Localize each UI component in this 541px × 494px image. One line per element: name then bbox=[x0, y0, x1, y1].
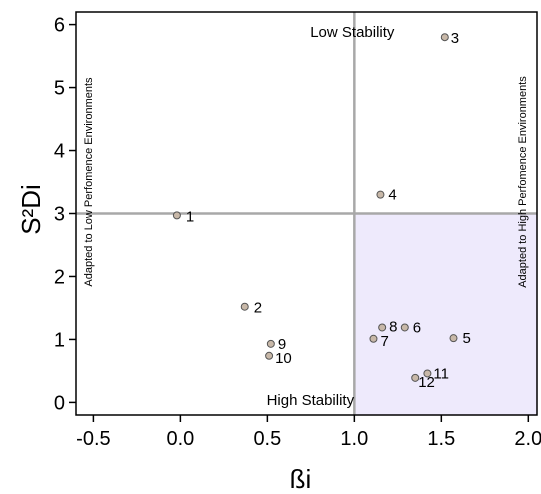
y-tick-label: 5 bbox=[54, 78, 65, 100]
annotation-high-performance: Adapted to High Perfomence Environments bbox=[517, 76, 529, 288]
y-tick-label: 6 bbox=[54, 15, 65, 37]
annotations: Low Stability High Stability Adapted to … bbox=[83, 24, 529, 409]
data-point-label-5: 5 bbox=[462, 330, 470, 347]
data-point-label-2: 2 bbox=[254, 300, 262, 317]
data-point-label-12: 12 bbox=[418, 374, 435, 391]
y-tick-label: 4 bbox=[54, 141, 65, 163]
data-point-4 bbox=[376, 190, 385, 199]
data-point-label-4: 4 bbox=[388, 187, 396, 204]
data-point-8 bbox=[378, 323, 387, 332]
x-tick-label: 2.0 bbox=[514, 428, 541, 450]
data-point-7 bbox=[369, 334, 378, 343]
x-tick-label: 0.0 bbox=[166, 428, 194, 450]
data-point-6 bbox=[400, 323, 409, 332]
data-point-label-10: 10 bbox=[275, 350, 292, 367]
annotation-high-stability: High Stability bbox=[267, 392, 355, 409]
data-point-label-9: 9 bbox=[278, 336, 286, 353]
annotation-low-performance: Adapted to Low Perfomence Environments bbox=[83, 77, 95, 287]
y-tick-label: 3 bbox=[54, 204, 65, 226]
y-axis: 0 1 2 3 4 5 6 bbox=[54, 15, 76, 414]
data-point-label-8: 8 bbox=[389, 318, 397, 335]
x-tick-label: 1.5 bbox=[427, 428, 455, 450]
data-point-label-1: 1 bbox=[186, 208, 194, 225]
data-point-3 bbox=[440, 33, 449, 42]
y-tick-label: 0 bbox=[54, 392, 65, 414]
data-point-5 bbox=[449, 334, 458, 343]
data-point-label-7: 7 bbox=[380, 333, 388, 350]
data-point-10 bbox=[265, 351, 274, 360]
y-axis-title: S²Di bbox=[16, 184, 46, 235]
data-point-label-11: 11 bbox=[433, 365, 449, 382]
x-tick-label: 1.0 bbox=[340, 428, 368, 450]
x-axis: -0.5 0.0 0.5 1.0 1.5 2.0 bbox=[76, 415, 541, 450]
high-performance-high-stability-quadrant bbox=[354, 213, 537, 415]
data-point-label-6: 6 bbox=[413, 319, 421, 336]
x-axis-title: ßi bbox=[290, 464, 312, 494]
x-tick-label: 0.5 bbox=[253, 428, 281, 450]
reference-lines bbox=[76, 12, 537, 415]
data-point-1 bbox=[172, 211, 181, 220]
data-point-2 bbox=[240, 302, 249, 311]
y-tick-label: 2 bbox=[54, 266, 65, 288]
data-point-label-3: 3 bbox=[451, 30, 459, 47]
annotation-low-stability: Low Stability bbox=[310, 24, 395, 41]
y-tick-label: 1 bbox=[54, 329, 65, 351]
data-point-9 bbox=[266, 339, 275, 348]
x-tick-label: -0.5 bbox=[76, 428, 110, 450]
data-point-12 bbox=[411, 373, 420, 382]
data-point-11 bbox=[423, 369, 432, 378]
